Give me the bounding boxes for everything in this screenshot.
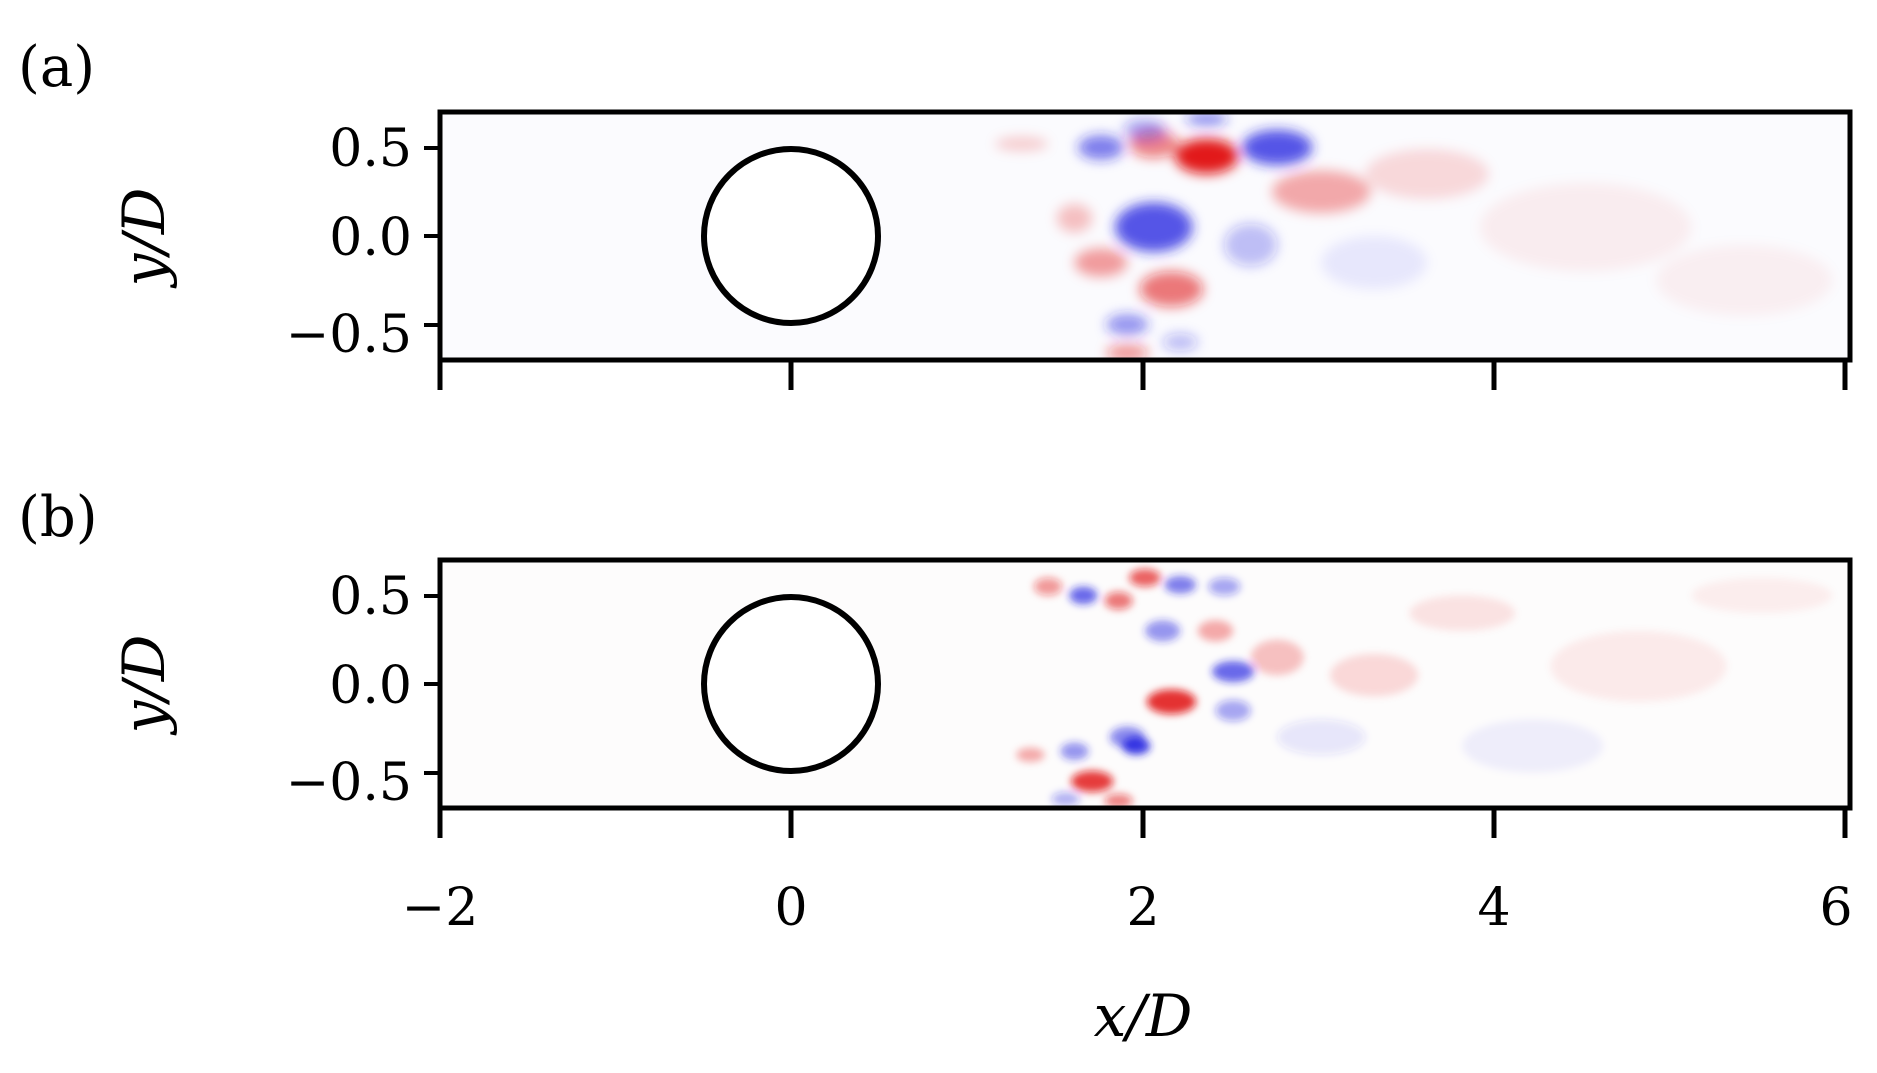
vorticity-blob-b-20 [1409, 595, 1516, 631]
xlabel-b: x/D [1094, 982, 1193, 1050]
vorticity-blob-a-5 [1185, 112, 1228, 127]
ytick-label-a-2: −0.5 [286, 305, 412, 365]
cylinder-b [701, 594, 881, 774]
vorticity-blob-a-18 [1321, 236, 1427, 290]
vorticity-blob-a-11 [1139, 271, 1204, 307]
x-ticks-b: −2 0 2 4 6 [402, 808, 1853, 938]
vorticity-blob-b-16 [1051, 792, 1080, 807]
x-ticks-a [437, 360, 1848, 390]
cylinder-a [701, 146, 881, 326]
ytick-label-b-1: 0.0 [329, 656, 412, 716]
vorticity-blob-a-6 [1271, 170, 1371, 213]
vorticity-blob-b-1 [1069, 586, 1098, 605]
vorticity-blob-b-7 [1197, 620, 1234, 642]
field-a [440, 112, 1850, 360]
panel-label-b: (b) [18, 485, 98, 550]
vorticity-blob-b-15 [1016, 747, 1045, 762]
vorticity-blobs-b [1016, 568, 1833, 808]
vorticity-blob-b-18 [1250, 639, 1304, 676]
xtick-label-b-1: 0 [774, 878, 807, 938]
ytick-label-b-0: 0.5 [329, 567, 412, 627]
vorticity-blob-a-4 [1241, 129, 1313, 166]
vorticity-blob-a-14 [1162, 333, 1198, 352]
vorticity-blob-a-13 [1106, 344, 1149, 360]
vorticity-blobs-a [995, 112, 1833, 360]
panel-b: (b) y/D 0.5 0.0 −0.5 −2 0 2 4 6 [18, 485, 1853, 1050]
vorticity-blob-b-10 [1215, 699, 1251, 722]
xtick-label-b-3: 4 [1477, 878, 1510, 938]
vorticity-blob-a-17 [1479, 182, 1692, 272]
vorticity-blob-b-12 [1122, 737, 1151, 755]
ylabel-b: y/D [110, 635, 178, 737]
vorticity-blob-a-9 [1056, 204, 1093, 233]
ytick-label-a-0: 0.5 [329, 119, 412, 179]
vorticity-blob-b-13 [1060, 742, 1089, 761]
vorticity-blob-a-15 [995, 136, 1049, 151]
xtick-label-b-4: 6 [1819, 878, 1852, 938]
vorticity-blob-a-0 [1174, 138, 1239, 175]
vorticity-blob-a-8 [1224, 223, 1278, 267]
vorticity-blob-b-5 [1208, 577, 1241, 596]
xtick-label-b-2: 2 [1126, 878, 1159, 938]
vorticity-blob-b-3 [1129, 568, 1161, 587]
field-b [440, 560, 1850, 808]
ytick-label-a-1: 0.0 [329, 208, 412, 268]
y-ticks-a: 0.5 0.0 −0.5 [286, 119, 440, 365]
y-ticks-b: 0.5 0.0 −0.5 [286, 567, 440, 813]
vorticity-blob-b-8 [1211, 660, 1255, 683]
vorticity-blob-b-23 [1462, 719, 1604, 773]
vorticity-blob-a-10 [1074, 248, 1128, 277]
vorticity-blob-a-7 [1115, 202, 1193, 252]
vorticity-blob-b-14 [1070, 770, 1114, 793]
xtick-label-b-0: −2 [402, 878, 479, 938]
vorticity-blob-a-2 [1078, 135, 1124, 160]
vorticity-blob-b-22 [1550, 630, 1727, 702]
vorticity-blob-b-17 [1104, 793, 1133, 808]
vorticity-blob-a-3 [1123, 119, 1167, 141]
panel-a: (a) y/D 0.5 0.0 −0.5 [18, 35, 1853, 390]
vorticity-blob-a-16 [1365, 149, 1489, 199]
vorticity-blob-a-19 [1656, 244, 1833, 316]
vorticity-blob-b-6 [1145, 620, 1181, 642]
ylabel-a: y/D [110, 188, 178, 290]
vorticity-blob-b-24 [1691, 577, 1833, 614]
vorticity-blob-b-19 [1330, 653, 1419, 697]
vorticity-blob-b-21 [1277, 719, 1366, 755]
vorticity-blob-a-12 [1106, 313, 1149, 336]
vorticity-blob-b-0 [1033, 577, 1063, 596]
panel-label-a: (a) [18, 35, 95, 100]
ytick-label-b-2: −0.5 [286, 753, 412, 813]
vorticity-blob-b-4 [1164, 575, 1197, 594]
vorticity-blob-b-9 [1146, 689, 1197, 715]
vorticity-blob-b-2 [1104, 591, 1133, 610]
